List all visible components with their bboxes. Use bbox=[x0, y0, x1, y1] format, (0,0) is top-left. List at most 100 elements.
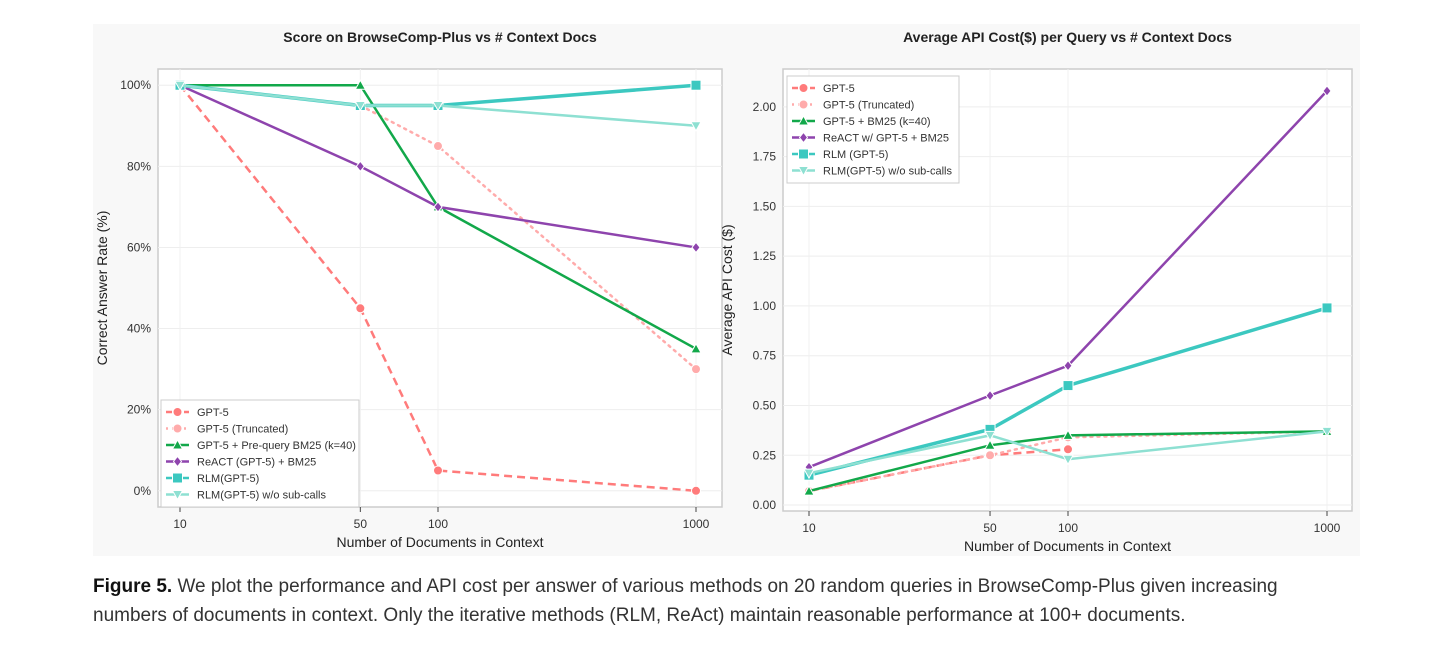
data-point bbox=[985, 450, 996, 461]
legend-label: GPT-5 bbox=[823, 83, 855, 95]
data-point bbox=[433, 201, 443, 213]
x-tick-label: 1000 bbox=[683, 517, 710, 531]
data-point bbox=[984, 439, 996, 450]
legend-marker bbox=[172, 407, 183, 417]
y-tick-label: 80% bbox=[127, 159, 151, 173]
y-tick-label: 2.00 bbox=[753, 100, 777, 114]
legend: GPT-5 GPT-5 (Truncated) GPT-5 + BM25 (k=40… bbox=[786, 75, 960, 184]
y-tick-label: 1.50 bbox=[753, 199, 777, 213]
y-tick-label: 1.25 bbox=[753, 249, 777, 263]
x-tick-label: 50 bbox=[354, 517, 368, 531]
y-tick-label: 0.25 bbox=[753, 448, 777, 462]
data-point bbox=[354, 79, 367, 90]
y-tick-label: 40% bbox=[127, 322, 151, 336]
data-point bbox=[432, 101, 444, 112]
data-point bbox=[803, 468, 815, 480]
series-rlm-gpt-5-w-o-sub-calls bbox=[803, 426, 1333, 480]
legend-marker bbox=[797, 166, 810, 177]
legend-label: ReACT (GPT-5) + BM25 bbox=[197, 457, 316, 469]
figure-charts: Score on BrowseComp-Plus vs # Context Do… bbox=[94, 29, 1353, 554]
legend-marker bbox=[798, 83, 809, 93]
figure-caption: Figure 5. We plot the performance and AP… bbox=[93, 572, 1353, 630]
legend: GPT-5 GPT-5 (Truncated) GPT-5 + Pre-query … bbox=[160, 399, 360, 508]
legend-label: GPT-5 + BM25 (k=40) bbox=[823, 116, 931, 128]
x-tick-label: 100 bbox=[428, 517, 448, 531]
data-point bbox=[985, 389, 995, 402]
data-point bbox=[354, 101, 367, 112]
legend-label: GPT-5 + Pre-query BM25 (k=40) bbox=[197, 440, 356, 452]
legend-label: RLM(GPT-5) w/o sub-calls bbox=[823, 166, 952, 178]
y-tick-label: 100% bbox=[120, 78, 151, 92]
data-point bbox=[691, 241, 701, 254]
legend-label: GPT-5 (Truncated) bbox=[197, 424, 288, 436]
legend-label: RLM (GPT-5) bbox=[823, 149, 888, 161]
y-tick-label: 0.00 bbox=[753, 498, 777, 512]
series-line bbox=[179, 83, 697, 128]
data-point bbox=[1062, 454, 1074, 466]
data-point bbox=[690, 342, 702, 354]
y-tick-label: 0.50 bbox=[753, 398, 777, 412]
x-tick-label: 10 bbox=[173, 517, 187, 531]
y-axis-label: Correct Answer Rate (%) bbox=[94, 211, 110, 366]
series-line bbox=[808, 306, 1328, 477]
legend-label: GPT-5 bbox=[197, 407, 229, 419]
figure: Score on BrowseComp-Plus vs # Context Do… bbox=[93, 24, 1360, 556]
legend-marker bbox=[798, 131, 809, 144]
series-line bbox=[179, 84, 697, 249]
series-line bbox=[179, 84, 697, 493]
legend-box bbox=[160, 399, 360, 508]
legend-marker bbox=[172, 455, 183, 468]
y-tick-label: 1.00 bbox=[753, 299, 777, 313]
data-point bbox=[433, 141, 443, 152]
legend-marker bbox=[798, 148, 809, 160]
legend-marker bbox=[172, 472, 183, 484]
legend-label: RLM(GPT-5) bbox=[197, 473, 259, 485]
data-point bbox=[433, 465, 443, 476]
y-tick-label: 0% bbox=[134, 484, 152, 498]
legend-label: RLM(GPT-5) w/o sub-calls bbox=[197, 490, 326, 502]
legend-label: ReACT w/ GPT-5 + BM25 bbox=[823, 133, 949, 145]
series-rlm-gpt-5-w-o-sub-calls bbox=[174, 80, 702, 132]
chart-title: Score on BrowseComp-Plus vs # Context Do… bbox=[283, 29, 597, 45]
x-tick-label: 50 bbox=[983, 521, 997, 535]
x-axis-label: Number of Documents in Context bbox=[964, 538, 1171, 554]
x-tick-label: 1000 bbox=[1314, 521, 1341, 535]
caption-text: We plot the performance and API cost per… bbox=[93, 576, 1278, 626]
data-point bbox=[1063, 444, 1073, 455]
y-tick-label: 0.75 bbox=[753, 349, 777, 363]
caption-label: Figure 5. bbox=[93, 576, 173, 597]
data-point bbox=[1063, 359, 1073, 372]
x-axis-label: Number of Documents in Context bbox=[337, 534, 544, 550]
legend-marker bbox=[797, 114, 810, 126]
series-line bbox=[180, 83, 697, 350]
data-point bbox=[803, 485, 815, 496]
legend-marker bbox=[798, 99, 809, 110]
data-point bbox=[690, 79, 702, 91]
data-point bbox=[1322, 85, 1332, 97]
legend-marker bbox=[171, 438, 184, 450]
y-tick-label: 60% bbox=[127, 240, 151, 254]
data-point bbox=[355, 303, 366, 314]
y-tick-label: 20% bbox=[127, 403, 151, 417]
x-tick-label: 100 bbox=[1058, 521, 1078, 535]
series-gpt-5-bm25-k-40- bbox=[803, 425, 1333, 496]
data-point bbox=[984, 430, 996, 442]
chart-title: Average API Cost($) per Query vs # Conte… bbox=[903, 29, 1232, 45]
legend-marker bbox=[171, 490, 184, 501]
data-point bbox=[690, 121, 702, 132]
chart-0: Score on BrowseComp-Plus vs # Context Do… bbox=[94, 29, 723, 550]
series-line bbox=[808, 430, 1328, 475]
data-point bbox=[355, 160, 365, 173]
legend-box bbox=[786, 75, 960, 184]
chart-1: Average API Cost($) per Query vs # Conte… bbox=[719, 29, 1353, 554]
data-point bbox=[174, 80, 186, 92]
data-point bbox=[691, 364, 701, 375]
legend-marker bbox=[172, 423, 183, 434]
data-point bbox=[1062, 429, 1074, 440]
legend-label: GPT-5 (Truncated) bbox=[823, 100, 914, 112]
data-point bbox=[1321, 426, 1333, 438]
series-line bbox=[808, 430, 1328, 493]
data-point bbox=[691, 485, 701, 496]
series-line bbox=[808, 90, 1328, 469]
x-tick-label: 10 bbox=[802, 521, 816, 535]
